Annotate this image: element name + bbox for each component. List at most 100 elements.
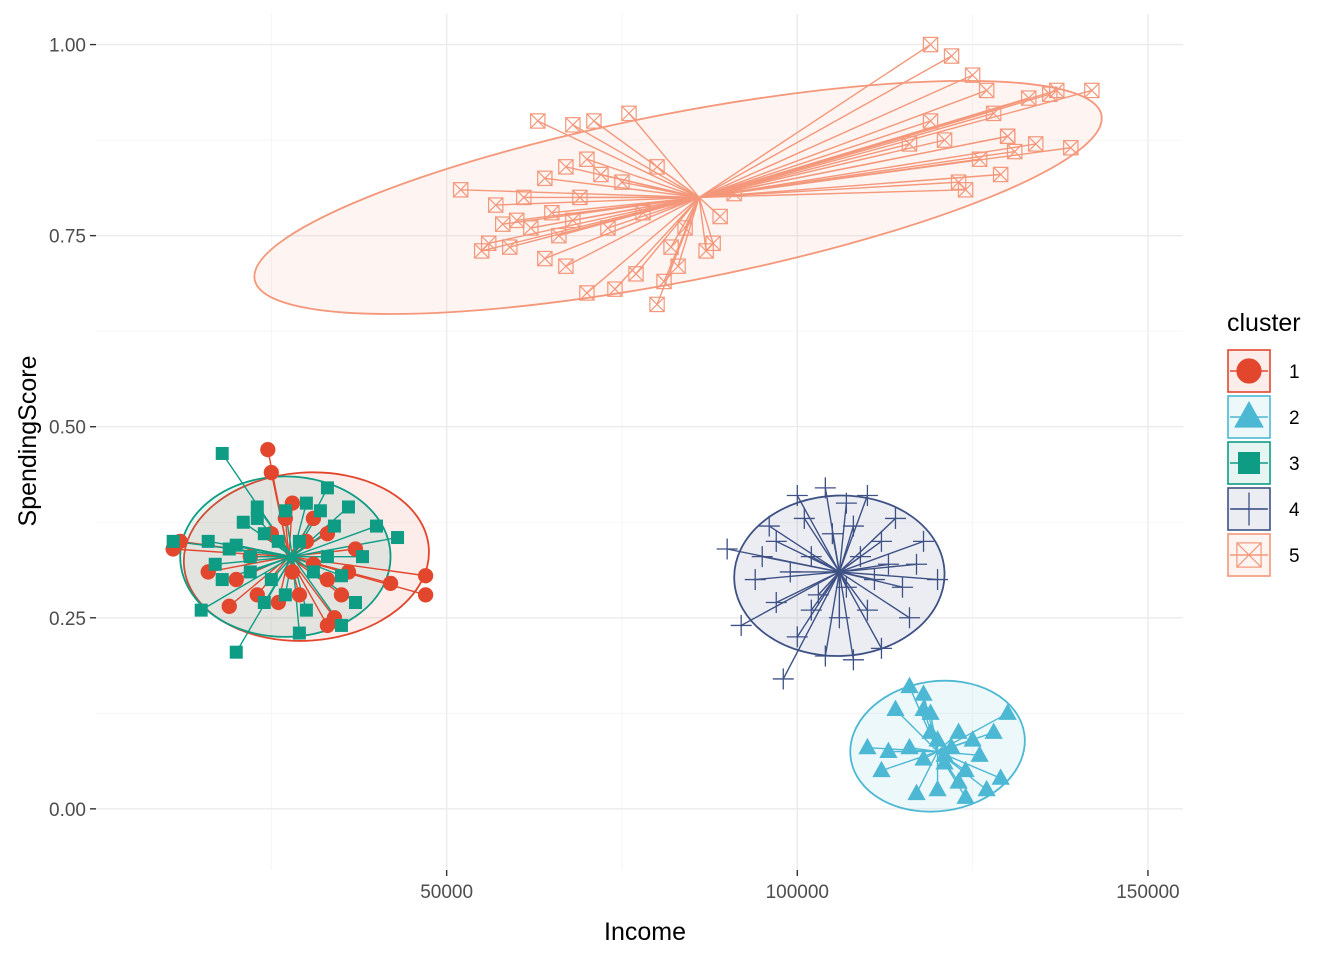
data-point-cluster-3 — [320, 481, 334, 495]
legend-label: 5 — [1289, 546, 1300, 567]
cluster-spoke-5 — [698, 143, 910, 199]
data-point-cluster-3 — [292, 626, 306, 640]
data-point-cluster-3 — [334, 569, 348, 583]
legend-item-4: 4 — [1227, 487, 1300, 531]
data-point-cluster-5 — [558, 159, 574, 175]
data-point-cluster-5 — [628, 266, 644, 282]
y-axis-title: SpendingScore — [14, 356, 42, 527]
legend-symbol-4 — [1232, 492, 1266, 526]
data-point-cluster-2 — [921, 703, 940, 720]
data-point-cluster-4 — [751, 546, 773, 568]
data-point-cluster-4 — [765, 530, 787, 552]
data-point-cluster-4 — [863, 569, 885, 591]
cluster-spoke-5 — [642, 196, 700, 214]
data-point-cluster-5 — [698, 243, 714, 259]
legend-label: 4 — [1289, 500, 1300, 521]
cluster-spoke-5 — [544, 196, 700, 260]
cluster-spoke-5 — [698, 112, 994, 199]
cluster-spoke-4 — [740, 571, 840, 627]
cluster-spoke-5 — [699, 158, 980, 199]
data-point-cluster-1 — [417, 587, 434, 603]
data-point-cluster-3 — [334, 618, 348, 632]
data-point-cluster-5 — [712, 208, 728, 225]
data-point-cluster-3 — [299, 603, 313, 617]
data-point-cluster-5 — [1020, 90, 1037, 106]
data-point-cluster-5 — [572, 189, 588, 206]
data-point-cluster-5 — [1006, 143, 1023, 160]
data-point-cluster-3 — [257, 527, 271, 541]
data-point-cluster-5 — [964, 67, 981, 83]
cluster-spoke-5 — [481, 196, 700, 252]
cluster-spoke-5 — [698, 143, 1036, 199]
data-point-cluster-1 — [260, 441, 276, 458]
data-point-cluster-3 — [391, 531, 405, 545]
data-point-cluster-3 — [257, 596, 271, 609]
data-point-cluster-1 — [284, 564, 301, 580]
cluster-spoke-5 — [684, 197, 700, 229]
data-point-cluster-4 — [891, 576, 913, 598]
y-tick-label: 0.50 — [49, 418, 86, 439]
data-point-cluster-3 — [215, 446, 229, 460]
cluster-spoke-4 — [838, 503, 848, 572]
data-point-cluster-3 — [278, 504, 292, 518]
data-point-cluster-1 — [291, 587, 308, 603]
data-point-cluster-5 — [985, 105, 1002, 122]
data-point-cluster-3 — [278, 588, 292, 602]
y-tick-label: 0.75 — [49, 227, 86, 248]
cluster-spoke-3 — [292, 536, 398, 558]
cluster-spoke-3 — [292, 525, 377, 558]
cluster-spoke-3 — [263, 556, 293, 603]
data-point-cluster-2 — [914, 749, 933, 766]
cluster-spoke-5 — [565, 196, 700, 267]
data-point-cluster-5 — [726, 185, 742, 202]
cluster-spoke-4 — [839, 571, 938, 581]
data-point-cluster-5 — [1063, 140, 1079, 156]
data-point-cluster-4 — [730, 614, 752, 636]
data-point-cluster-5 — [544, 204, 560, 221]
cluster-spoke-5 — [635, 196, 700, 275]
cluster-spoke-4 — [839, 540, 924, 573]
data-point-cluster-5 — [922, 113, 939, 129]
data-point-cluster-2 — [949, 722, 968, 739]
data-point-cluster-4 — [927, 569, 949, 591]
cluster-spoke-5 — [698, 74, 973, 199]
data-point-cluster-2 — [907, 783, 926, 801]
data-point-cluster-4 — [906, 553, 928, 575]
data-point-cluster-2 — [914, 684, 933, 701]
data-point-cluster-3 — [243, 550, 257, 564]
legend: cluster 1 2 3 4 5 — [1227, 309, 1301, 577]
legend-item-3: 3 — [1227, 441, 1300, 485]
data-point-cluster-4 — [870, 637, 892, 659]
data-point-cluster-3 — [201, 534, 215, 548]
data-point-cluster-2 — [956, 760, 975, 778]
cluster-spoke-3 — [200, 556, 293, 611]
x-tick-label: 150000 — [1116, 882, 1179, 903]
data-point-cluster-2 — [928, 779, 947, 797]
data-point-cluster-4 — [716, 538, 738, 560]
legend-label: 1 — [1289, 362, 1300, 383]
data-point-cluster-3 — [355, 550, 369, 564]
cluster-spoke-5 — [699, 192, 735, 199]
cluster-spoke-5 — [670, 197, 700, 248]
cluster-spoke-4 — [838, 571, 868, 611]
data-point-cluster-3 — [250, 500, 264, 514]
data-point-cluster-2 — [921, 722, 940, 739]
data-point-cluster-3 — [243, 565, 257, 579]
data-point-cluster-1 — [221, 598, 237, 614]
data-point-cluster-2 — [977, 779, 996, 797]
data-point-cluster-4 — [807, 584, 829, 606]
data-point-cluster-5 — [537, 250, 553, 267]
cluster-spoke-4 — [775, 571, 840, 604]
data-point-cluster-4 — [744, 569, 766, 591]
data-point-cluster-3 — [194, 603, 208, 617]
cluster-spoke-5 — [698, 55, 952, 199]
cluster-spoke-5 — [699, 181, 959, 199]
data-point-cluster-2 — [900, 737, 919, 755]
legend-symbol-2 — [1234, 400, 1264, 428]
cluster-spoke-5 — [628, 112, 700, 198]
data-point-cluster-5 — [978, 82, 995, 99]
cluster-spoke-5 — [698, 135, 1008, 199]
cluster-spoke-5 — [460, 189, 700, 199]
data-point-cluster-5 — [992, 166, 1009, 183]
data-point-cluster-5 — [1084, 82, 1100, 99]
